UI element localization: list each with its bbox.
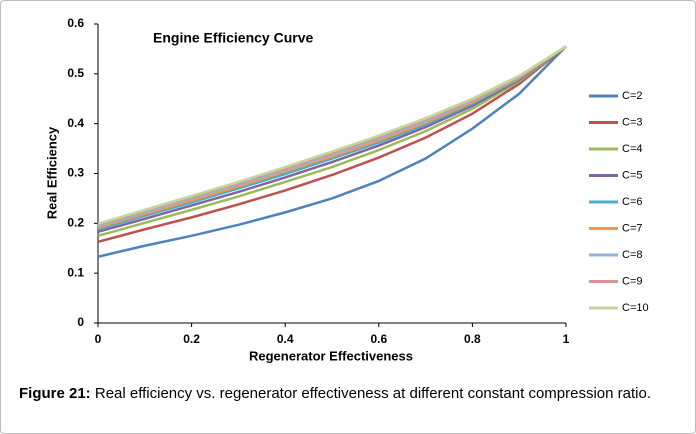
y-tick-label: 0.5	[67, 66, 84, 80]
x-tick-label: 1	[563, 332, 570, 346]
series-line	[97, 45, 567, 230]
series-line	[97, 45, 567, 234]
series-line	[97, 45, 567, 243]
legend-label: C=3	[622, 116, 643, 128]
legend-label: C=4	[622, 143, 643, 155]
x-tick-label: 0	[95, 332, 102, 346]
legend-label: C=6	[622, 196, 643, 208]
legend-label: C=10	[622, 302, 649, 314]
series-line	[97, 45, 567, 237]
caption-label: Figure 21:	[19, 385, 91, 402]
legend-label: C=8	[622, 249, 643, 261]
legend-label: C=5	[622, 169, 643, 181]
legend-label: C=9	[622, 275, 643, 287]
chart-title: Engine Efficiency Curve	[153, 30, 313, 46]
series-line	[97, 45, 567, 226]
series-line	[97, 45, 567, 258]
caption: Figure 21: Real efficiency vs. regenerat…	[19, 383, 681, 405]
x-tick-label: 0.8	[464, 332, 481, 346]
y-tick-label: 0.1	[67, 265, 84, 279]
x-axis-label: Regenerator Effectiveness	[249, 348, 413, 363]
y-tick-label: 0.6	[67, 16, 84, 30]
caption-text: Real efficiency vs. regenerator effectiv…	[94, 385, 651, 402]
y-tick-label: 0	[77, 315, 84, 329]
chart: Engine Efficiency Curve Regenerator Effe…	[44, 16, 649, 363]
y-tick-label: 0.2	[67, 216, 84, 230]
y-tick-label: 0.4	[67, 116, 84, 130]
legend-label: C=7	[622, 222, 643, 234]
legend-label: C=2	[622, 90, 643, 102]
y-tick-label: 0.3	[67, 166, 84, 180]
x-tick-label: 0.2	[183, 332, 200, 346]
y-axis-label: Real Efficiency	[44, 126, 59, 219]
x-tick-label: 0.4	[277, 332, 294, 346]
x-tick-label: 0.6	[370, 332, 387, 346]
